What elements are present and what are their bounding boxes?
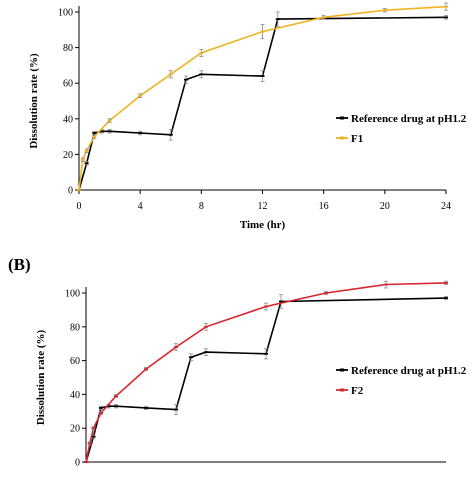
y-tick-label: 60 — [70, 356, 80, 367]
x-tick-label: 16 — [319, 201, 329, 212]
x-tick-label: 20 — [380, 201, 390, 212]
x-tick-label: 24 — [441, 201, 451, 212]
y-axis-title: Dissolution rate (%) — [28, 53, 40, 149]
y-axis-title: Dissolution rate (%) — [35, 330, 47, 426]
y-tick-label: 20 — [63, 150, 73, 161]
y-tick-label: 0 — [75, 458, 80, 469]
x-tick-label: 0 — [77, 201, 82, 212]
series-line — [78, 16, 447, 191]
y-tick-label: 80 — [70, 322, 80, 333]
legend-label: Reference drug at pH1.2 — [351, 113, 467, 125]
legend-label: F2 — [351, 385, 364, 397]
x-tick-label: 12 — [258, 201, 268, 212]
x-tick-label: 4 — [138, 201, 143, 212]
y-tick-label: 100 — [58, 8, 73, 19]
y-tick-label: 20 — [70, 424, 80, 435]
y-tick-label: 40 — [70, 390, 80, 401]
y-tick-label: 80 — [63, 43, 73, 54]
legend-label: Reference drug at pH1.2 — [351, 365, 467, 377]
y-tick-label: 100 — [65, 289, 80, 300]
y-tick-label: 0 — [68, 186, 73, 197]
series-2 — [84, 280, 448, 463]
x-tick-label: 8 — [199, 201, 204, 212]
series-line — [85, 297, 447, 463]
series-1 — [84, 294, 448, 463]
legend-label: F1 — [351, 133, 363, 145]
series-line — [85, 282, 447, 463]
series-2 — [77, 2, 448, 191]
y-tick-label: 60 — [63, 79, 73, 90]
y-tick-label: 40 — [63, 114, 73, 125]
panel-label: (B) — [8, 255, 31, 274]
x-axis-title: Time (hr) — [240, 219, 286, 231]
